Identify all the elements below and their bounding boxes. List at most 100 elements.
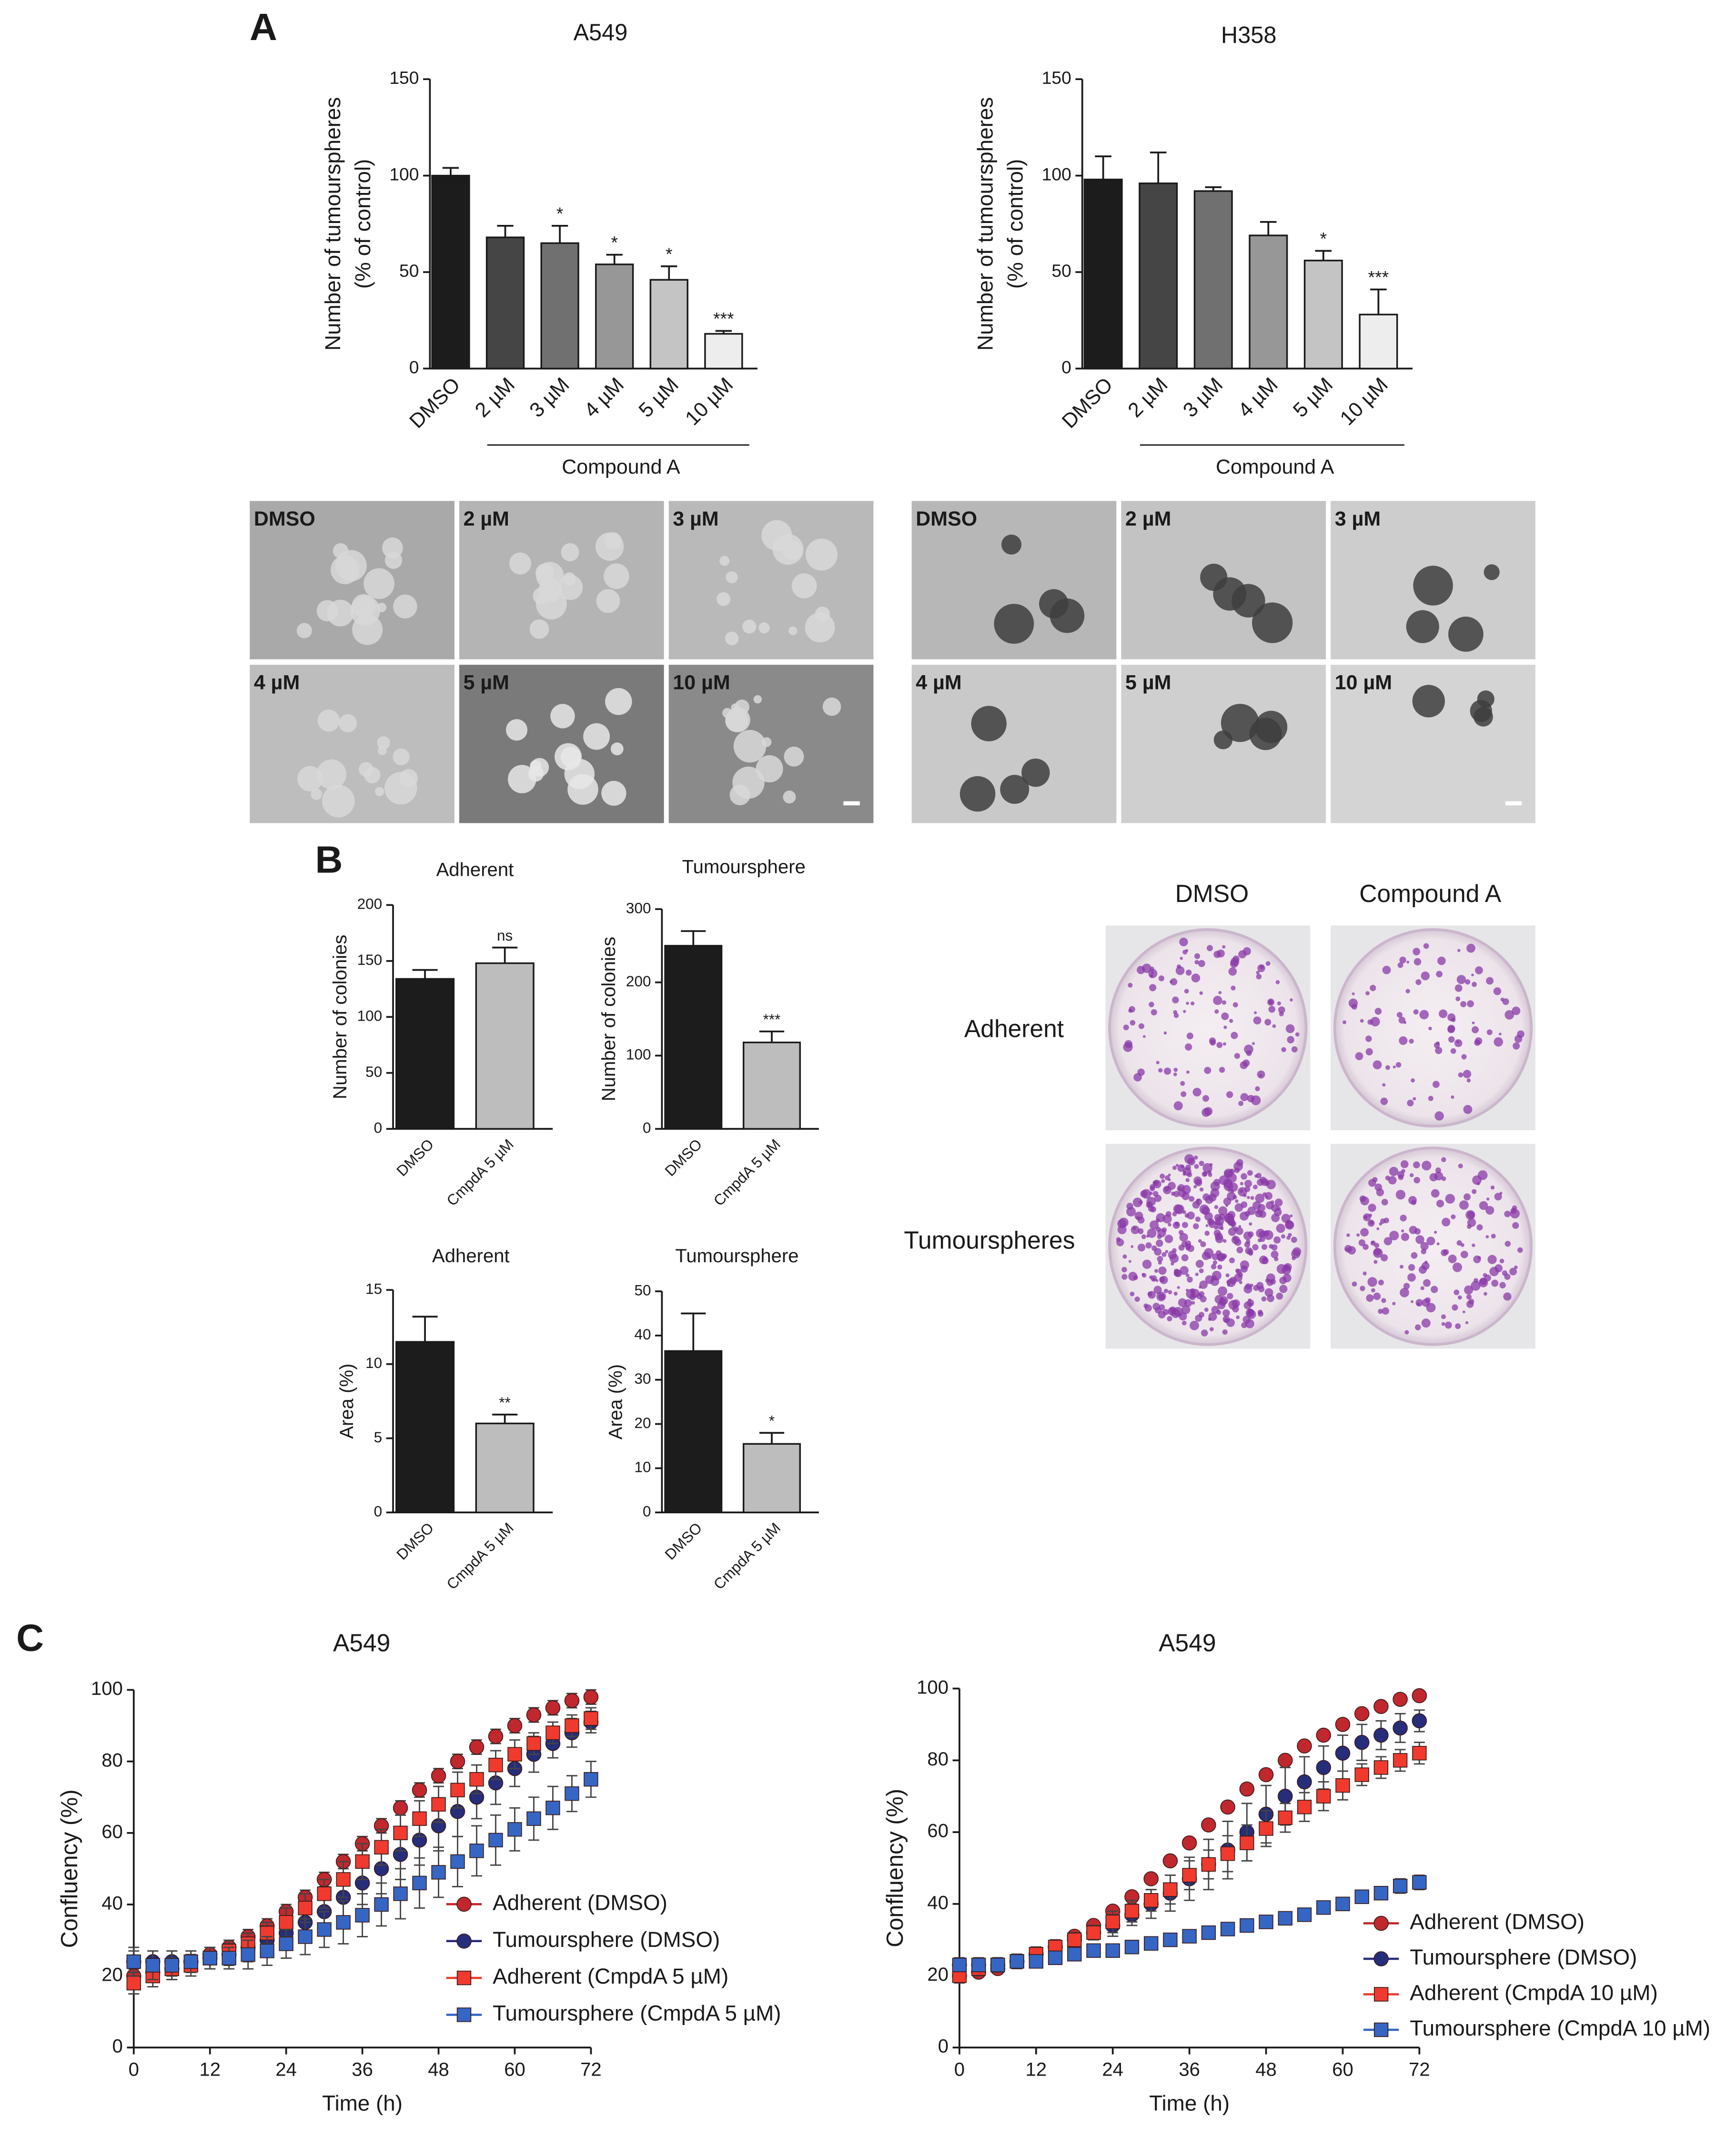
colony: [1158, 975, 1165, 982]
cell-cluster: [508, 765, 536, 793]
y-tick-label: 10: [365, 1354, 382, 1371]
colony: [1187, 1157, 1196, 1165]
marker: [1029, 1954, 1044, 1969]
colony: [1182, 1172, 1186, 1176]
marker: [1373, 1760, 1389, 1775]
colony: [1279, 1285, 1288, 1293]
legend-label: Tumoursphere (DMSO): [1410, 1945, 1637, 1969]
marker: [469, 1772, 484, 1787]
colony: [1200, 1241, 1206, 1247]
colony: [1168, 1290, 1172, 1295]
colony: [1215, 1250, 1221, 1256]
colony: [1183, 1010, 1186, 1013]
colony: [1431, 1189, 1440, 1198]
colony: [1455, 1323, 1461, 1329]
bar: [475, 1422, 535, 1513]
x-tick-label: 24: [1102, 2059, 1123, 2080]
cell-cluster: [805, 612, 835, 643]
micrograph-label: 4 µM: [254, 671, 300, 694]
colony: [1251, 1095, 1261, 1105]
colony: [1165, 1250, 1169, 1254]
x-tick-label: 12: [1026, 2059, 1047, 2080]
y-axis-label: (% of control): [351, 159, 375, 289]
marker: [1393, 1878, 1408, 1894]
marker: [1220, 1799, 1235, 1815]
marker: [526, 1736, 541, 1751]
colony: [1389, 1230, 1399, 1241]
bar: [1359, 314, 1398, 370]
y-tick-label: 15: [365, 1280, 382, 1297]
cell-cluster: [822, 697, 841, 716]
chart-title: H358: [1221, 22, 1276, 48]
colony: [1130, 1245, 1134, 1248]
y-tick-label: 0: [643, 1502, 651, 1520]
colony: [1291, 1236, 1297, 1243]
colony: [1218, 1206, 1228, 1216]
significance-label: *: [769, 1412, 775, 1429]
plate: [1333, 928, 1533, 1128]
colony: [1192, 1087, 1201, 1097]
y-tick-label: 100: [389, 164, 419, 184]
colony: [1231, 1032, 1238, 1039]
colony: [1202, 1193, 1210, 1201]
colony: [1229, 1019, 1233, 1023]
colony: [1279, 1012, 1284, 1017]
colony: [1400, 1160, 1409, 1168]
colony: [1267, 998, 1275, 1006]
colony: [1367, 1277, 1377, 1287]
colony: [1360, 1228, 1369, 1237]
colony: [1426, 1236, 1435, 1246]
colony: [1168, 1173, 1171, 1176]
y-tick-label: 50: [365, 1063, 382, 1080]
colony: [1150, 1184, 1155, 1190]
cell-cluster: [719, 556, 730, 566]
marker: [431, 1768, 446, 1783]
colony: [1271, 1250, 1279, 1258]
cell-cluster: [1021, 758, 1050, 787]
y-tick-label: 150: [357, 951, 383, 968]
plate-row-label: Tumourspheres: [904, 1226, 1075, 1254]
colony: [1513, 1042, 1520, 1050]
bar: [485, 236, 525, 370]
colony: [1172, 996, 1179, 1003]
colony: [1199, 1187, 1204, 1192]
colony: [1439, 1009, 1448, 1018]
marker: [584, 1772, 598, 1787]
marker: [355, 1854, 370, 1869]
y-tick-label: 80: [927, 1749, 949, 1770]
colony: [1215, 1235, 1224, 1244]
colony: [1232, 1195, 1237, 1199]
marker: [1086, 1925, 1101, 1940]
y-tick-label: 0: [938, 2036, 949, 2057]
colony: [1217, 1301, 1226, 1309]
legend-label: Adherent (CmpdA 5 µM): [493, 1964, 728, 1988]
colony: [1240, 1211, 1249, 1221]
micrograph-label: 4 µM: [916, 671, 961, 694]
colony: [1244, 1242, 1251, 1248]
micrograph-label: 10 µM: [1335, 671, 1392, 694]
cell-cluster: [717, 592, 731, 606]
colony: [1461, 1054, 1467, 1060]
colony: [1408, 1264, 1415, 1271]
colony: [1250, 1196, 1254, 1200]
colony: [1141, 1189, 1151, 1199]
colony: [1222, 945, 1226, 949]
colony: [1229, 1257, 1235, 1264]
marker: [1124, 1940, 1140, 1955]
colony: [1160, 1174, 1165, 1179]
bar: [395, 978, 455, 1130]
colony: [1504, 1010, 1514, 1020]
colony: [1257, 1309, 1263, 1315]
colony: [1167, 1316, 1172, 1322]
colony: [1219, 1067, 1225, 1073]
micrograph-label: DMSO: [254, 507, 315, 530]
colony: [1154, 1269, 1159, 1273]
colony: [1363, 1244, 1369, 1250]
panel-label: A: [250, 5, 277, 48]
colony: [1229, 1169, 1232, 1173]
colony: [1467, 1000, 1474, 1007]
colony: [1191, 1288, 1200, 1298]
x-tick-label: 36: [352, 2059, 373, 2080]
colony: [1381, 1199, 1388, 1206]
bar: [664, 945, 723, 1130]
